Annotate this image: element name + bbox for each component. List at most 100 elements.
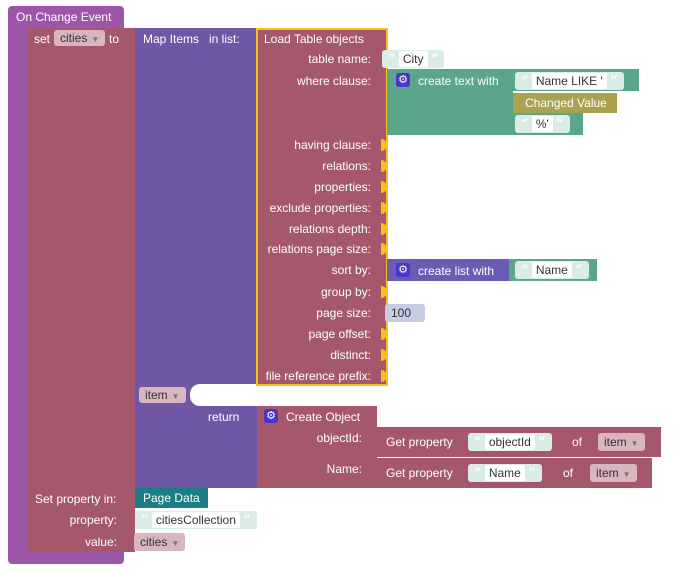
close-quote-icon: ” (430, 52, 439, 67)
socket-properties[interactable] (381, 181, 387, 193)
property-label: property: (69, 513, 117, 527)
chevron-down-icon: ▼ (91, 35, 100, 44)
gear-icon[interactable]: ⚙ (264, 409, 278, 423)
changed-value-label: Changed Value (525, 96, 607, 110)
of-label: of (572, 435, 583, 449)
property-string[interactable]: “ citiesCollection ” (135, 511, 257, 529)
map-item-notch (190, 384, 266, 406)
socket-page-offset[interactable] (381, 328, 387, 340)
chevron-down-icon: ▼ (622, 470, 631, 479)
text-item-3[interactable]: “ %' ” (515, 115, 570, 133)
objectid-property-string[interactable]: “ objectId ” (468, 433, 552, 451)
set-variable-block[interactable] (27, 28, 135, 488)
gear-icon[interactable]: ⚙ (396, 263, 410, 277)
relations-depth-label: relations depth: (288, 222, 371, 236)
chevron-down-icon: ▼ (171, 539, 180, 548)
name-label: Name: (326, 462, 362, 476)
relations-label: relations: (322, 159, 371, 173)
file-reference-prefix-label: file reference prefix: (265, 369, 371, 383)
item-variable-text: item (596, 466, 619, 480)
item-variable-text: item (604, 435, 627, 449)
objectid-property-value[interactable]: objectId (484, 434, 535, 450)
to-label: to (109, 32, 120, 46)
page-size-value[interactable]: 100 (391, 306, 412, 320)
page-size-number[interactable]: 100 (385, 304, 425, 322)
event-title: On Change Event (16, 10, 112, 24)
page-data-label: Page Data (143, 491, 200, 505)
cities-variable-dropdown[interactable]: cities ▼ (54, 30, 106, 46)
open-quote-icon: “ (474, 466, 482, 481)
having-clause-label: having clause: (294, 138, 371, 152)
item-variable-dropdown[interactable]: item ▼ (139, 387, 186, 403)
close-quote-icon: ” (575, 263, 583, 278)
set-property-block[interactable] (27, 488, 135, 552)
item-variable-text: item (145, 388, 168, 402)
properties-label: properties: (314, 180, 371, 194)
set-label: set (34, 32, 51, 46)
table-name-label: table name: (308, 52, 371, 66)
text-item-3-value[interactable]: %' (531, 116, 553, 132)
get-property-label: Get property (386, 466, 453, 480)
name-property-string[interactable]: “ Name ” (468, 464, 542, 482)
group-by-label: group by: (320, 285, 371, 299)
load-table-objects-block[interactable] (256, 28, 388, 386)
in-list-label: in list: (209, 32, 240, 46)
close-quote-icon: ” (538, 435, 546, 450)
sort-by-label: sort by: (331, 263, 371, 277)
page-offset-label: page offset: (308, 327, 372, 341)
cities-value-text: cities (140, 535, 168, 549)
load-table-title: Load Table objects (264, 32, 364, 46)
relations-page-size-label: relations page size: (267, 242, 371, 256)
create-text-body (387, 91, 513, 135)
socket-file-ref[interactable] (381, 370, 387, 382)
text-item-1[interactable]: “ Name LIKE ' ” (515, 72, 624, 90)
page-size-label: page size: (316, 306, 371, 320)
create-list-label: create list with (418, 264, 495, 278)
socket-relations-page-size[interactable] (381, 243, 387, 255)
open-quote-icon: “ (521, 74, 529, 89)
text-item-1-value[interactable]: Name LIKE ' (531, 73, 607, 89)
list-item-1[interactable]: “ Name ” (515, 261, 589, 279)
create-text-label: create text with (418, 74, 499, 88)
table-name-value[interactable]: City (398, 51, 428, 67)
property-value[interactable]: citiesCollection (151, 512, 240, 528)
exclude-properties-label: exclude properties: (269, 201, 371, 215)
gear-icon[interactable]: ⚙ (396, 73, 410, 87)
map-items-label: Map Items (143, 32, 200, 46)
close-quote-icon: ” (528, 466, 536, 481)
list-item-1-value[interactable]: Name (531, 262, 572, 278)
table-name-string[interactable]: “ City ” (382, 50, 445, 68)
socket-distinct[interactable] (381, 349, 387, 361)
get-property-label: Get property (386, 435, 453, 449)
item-variable-dropdown[interactable]: item ▼ (590, 464, 637, 482)
map-items-block[interactable] (135, 28, 257, 488)
distinct-label: distinct: (330, 348, 371, 362)
create-list-block[interactable] (387, 259, 509, 281)
cities-value-dropdown[interactable]: cities ▼ (134, 533, 186, 551)
open-quote-icon: “ (388, 52, 396, 67)
name-property-value[interactable]: Name (484, 465, 525, 481)
chevron-down-icon: ▼ (630, 439, 639, 448)
close-quote-icon: ” (556, 117, 564, 132)
socket-relations-depth[interactable] (381, 223, 387, 235)
of-label: of (563, 466, 574, 480)
open-quote-icon: “ (141, 513, 149, 528)
open-quote-icon: “ (474, 435, 482, 450)
value-label: value: (84, 535, 117, 549)
socket-exclude[interactable] (381, 202, 387, 214)
open-quote-icon: “ (521, 117, 529, 132)
changed-value-block[interactable] (513, 93, 617, 113)
socket-relations[interactable] (381, 160, 387, 172)
return-label: return (208, 410, 240, 424)
page-data-block[interactable] (135, 488, 208, 508)
create-object-label: Create Object (286, 410, 361, 424)
item-variable-dropdown[interactable]: item ▼ (598, 433, 645, 451)
close-quote-icon: ” (243, 513, 251, 528)
socket-group-by[interactable] (381, 286, 387, 298)
socket-having[interactable] (381, 139, 387, 151)
open-quote-icon: “ (521, 263, 529, 278)
set-property-label: Set property in: (35, 492, 117, 506)
chevron-down-icon: ▼ (171, 392, 180, 401)
cities-variable-text: cities (60, 31, 88, 45)
close-quote-icon: ” (610, 74, 618, 89)
